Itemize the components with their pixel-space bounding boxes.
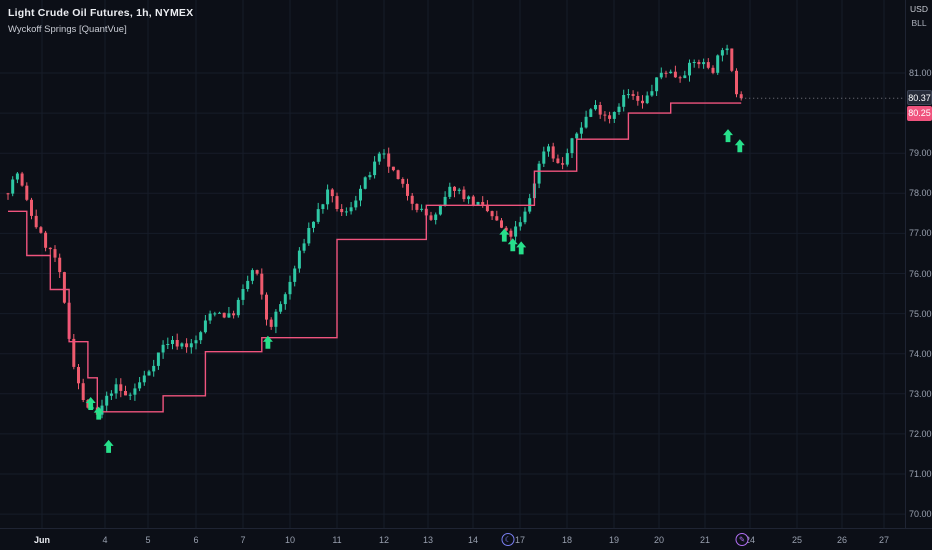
price-tick-label: 79.00 <box>909 148 932 159</box>
price-unit-bll-button[interactable]: BLL <box>911 18 927 28</box>
time-tick-label: 11 <box>332 535 342 545</box>
time-tick-label: 12 <box>378 535 390 545</box>
price-tick-label: 81.00 <box>909 68 932 78</box>
price-tick-label: 71.00 <box>909 469 932 479</box>
indicator-title[interactable]: Wyckoff Springs [QuantVue] <box>8 24 127 35</box>
spring-marker-icon[interactable] <box>499 228 510 242</box>
chart-grid <box>0 0 905 528</box>
time-tick-label: 18 <box>561 535 573 545</box>
price-tick-label: 72.00 <box>909 428 932 439</box>
spring-marker-icon[interactable] <box>734 139 745 153</box>
price-tick-label: 73.00 <box>909 388 932 399</box>
price-axis[interactable]: USD BLL 81.0080.0079.0078.0077.0076.0075… <box>905 0 932 528</box>
price-tick-label: 75.00 <box>909 308 932 319</box>
timeline-event-icon[interactable]: ✎ <box>735 533 749 546</box>
symbol-title[interactable]: Light Crude Oil Futures, 1h, NYMEX <box>8 7 194 19</box>
time-tick-label: Jun <box>33 535 51 545</box>
time-tick-label: 20 <box>653 535 665 545</box>
time-tick-label: 5 <box>145 535 151 545</box>
price-tick-label: 78.00 <box>909 188 932 199</box>
wyckoff-stop-line[interactable] <box>8 102 742 413</box>
price-tick-label: 77.00 <box>909 228 932 239</box>
spring-marker-icon[interactable] <box>93 406 104 420</box>
time-tick-label: 14 <box>467 535 479 545</box>
price-chart-svg[interactable] <box>0 0 905 528</box>
price-unit-usd-button[interactable]: USD <box>910 4 928 14</box>
indicator-price-badge: 80.25 <box>907 106 932 122</box>
price-tick-label: 70.00 <box>909 509 932 520</box>
time-tick-label: 25 <box>791 535 803 545</box>
chart-legend: Light Crude Oil Futures, 1h, NYMEX Wycko… <box>8 7 193 35</box>
spring-marker-icon[interactable] <box>516 241 527 255</box>
spring-marker-icon[interactable] <box>262 335 273 349</box>
time-tick-label: 27 <box>878 535 890 545</box>
time-tick-label: 21 <box>699 535 711 545</box>
spring-marker-icon[interactable] <box>85 397 96 410</box>
spring-marker-icon[interactable] <box>103 439 114 453</box>
time-tick-label: 26 <box>836 535 848 545</box>
time-tick-label: 6 <box>193 535 199 545</box>
timeline-event-icon[interactable]: ☾ <box>501 533 515 546</box>
time-tick-label: 13 <box>422 535 434 545</box>
price-tick-label: 74.00 <box>909 348 932 359</box>
time-tick-label: 4 <box>102 535 108 545</box>
spring-markers-layer <box>85 129 745 453</box>
time-tick-label: 17 <box>514 535 526 545</box>
spring-marker-icon[interactable] <box>507 238 518 252</box>
time-tick-label: 19 <box>608 535 620 545</box>
time-tick-label: 7 <box>240 535 246 545</box>
time-tick-label: 10 <box>284 535 296 545</box>
price-tick-label: 76.00 <box>909 268 932 279</box>
chart-canvas[interactable]: Light Crude Oil Futures, 1h, NYMEX Wycko… <box>0 0 905 528</box>
time-axis[interactable]: Jun 4 5 6 7 10 11 12 13 14 17 18 19 20 21 24 25 26 27 ☾ ✎ <box>0 528 932 550</box>
last-price-badge: 80.37 <box>907 90 932 106</box>
spring-marker-icon[interactable] <box>723 129 733 143</box>
time-tick-label: 24 <box>744 535 756 545</box>
candles-layer <box>6 44 743 419</box>
